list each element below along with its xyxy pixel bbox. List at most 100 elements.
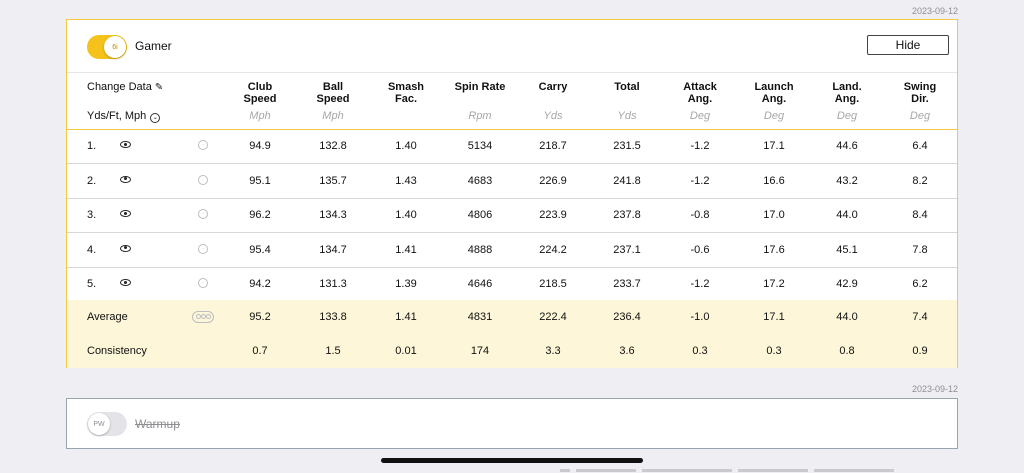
value-cell: 231.5 [613,140,641,152]
value-cell: 233.7 [613,278,641,290]
value-cell: 0.3 [692,345,708,357]
value-cell: 174 [470,345,490,357]
value-cell: 222.4 [539,311,567,323]
value-cell: 17.1 [763,140,785,152]
column-unit-0: Mph [249,110,271,122]
golf-ball-icon: ◦ [198,174,208,185]
column-unit-7: Deg [763,110,785,122]
value-cell: 4646 [467,278,493,290]
row-label: 4. [87,243,97,256]
value-cell: 8.4 [912,209,928,221]
value-cell: 94.2 [249,278,271,290]
home-indicator[interactable] [381,458,643,463]
column-header-4: Carry [516,81,590,93]
value-cell: 1.43 [395,174,417,187]
value-cell: 1.41 [395,243,417,256]
column-header-row: Change Data ✎ Yds/Ft, Mph ⌄ Club Speed Mph Ba… [67,72,957,130]
golf-ball-icon: ◦ [198,140,208,150]
value-cell: 134.7 [319,243,347,256]
eye-icon[interactable] [120,279,131,286]
value-cell: 0.01 [395,345,417,357]
value-cell: 16.6 [763,174,785,187]
column-label-line1: Land. [832,81,862,93]
value-cell: 7.4 [912,311,928,323]
row-label: 2. [87,174,97,187]
column-unit-1: Mph [322,110,344,122]
value-cell: 4683 [467,174,493,187]
hide-button[interactable]: Hide [867,35,949,55]
warmup-card: PW Warmup [66,398,958,449]
value-cell: 223.9 [539,209,567,221]
value-cell: 96.2 [249,209,271,221]
value-cell: 45.1 [836,243,858,256]
shot-row[interactable]: 4. ◦ 95.4 134.7 1.41 4888 224.2 237.1 -0.6 17.6 45… [67,233,957,268]
column-label-line1: Smash [387,81,425,93]
row-label: 5. [87,278,97,290]
eye-icon[interactable] [120,141,131,148]
value-cell: -1.2 [690,140,710,152]
warmup-toggle[interactable]: PW [87,412,127,436]
eye-icon[interactable] [120,175,131,183]
club-session-card: 6i Gamer Hide Change Data ✎ Yds/Ft, Mph ⌄ … [66,19,958,368]
column-header-6: Attack Ang. [663,81,737,105]
column-label-line2: Speed [243,93,277,105]
shot-row[interactable]: 1. ◦ 94.9 132.8 1.40 5134 218.7 231.5 -1.2 17.1 44… [67,129,957,164]
value-cell: 1.40 [395,209,417,221]
value-cell: 95.1 [249,174,271,187]
column-label-line2: Dir. [911,93,929,105]
column-unit-8: Deg [836,110,858,122]
column-header-1: Ball Speed [296,81,370,105]
value-cell: -1.2 [690,278,710,290]
average-row: Average 95.2 133.8 1.41 4831 222.4 236.4 -1.0 17… [67,300,957,335]
warmup-club-badge: PW [88,413,110,435]
column-header-7: Launch Ang. [737,81,811,105]
value-cell: 17.1 [763,311,785,323]
golf-balls-icon [192,311,214,323]
column-label-line1: Attack [683,81,717,93]
value-cell: 6.4 [912,140,928,152]
row-label: Average [87,311,128,323]
value-cell: 1.40 [395,140,417,152]
club-badge: 6i [104,36,126,58]
shot-row[interactable]: 2. ◦ 95.1 135.7 1.43 4683 226.9 241.8 -1.2 16.6 43… [67,164,957,199]
value-cell: 132.8 [319,140,347,152]
row-label: 3. [87,209,97,221]
eye-icon[interactable] [120,244,131,252]
column-unit-5: Yds [617,110,637,122]
value-cell: 4806 [467,209,493,221]
value-cell: -0.6 [690,243,710,256]
column-header-8: Land. Ang. [810,81,884,105]
value-cell: 237.8 [613,209,641,221]
value-cell: 3.3 [545,345,561,357]
value-cell: 4831 [467,311,493,323]
column-label-line1: Total [614,81,640,93]
session-date-top: 2023-09-12 [911,6,958,16]
value-cell: 3.6 [619,345,635,357]
shot-row[interactable]: 3. ◦ 96.2 134.3 1.40 4806 223.9 237.8 -0.8 17.0 44… [67,198,957,233]
value-cell: 1.5 [325,345,341,357]
value-cell: 241.8 [613,174,641,187]
column-label-line2: Ang. [761,93,787,105]
column-unit-6: Deg [689,110,711,122]
value-cell: 134.3 [319,209,347,221]
warmup-club-name: Warmup [135,417,180,431]
column-label-line2: Ang. [687,93,713,105]
units-selector[interactable]: Yds/Ft, Mph ⌄ [87,110,161,123]
column-label-line1: Carry [538,81,568,93]
value-cell: 1.39 [395,278,417,290]
club-toggle[interactable]: 6i [87,35,127,59]
value-cell: 131.3 [319,278,347,290]
value-cell: 7.8 [912,243,928,256]
row-label: 1. [87,140,97,152]
shot-row[interactable]: 5. ◦ 94.2 131.3 1.39 4646 218.5 233.7 -1.2 17.2 42… [67,267,957,302]
column-label-line2: Speed [316,93,350,105]
golf-ball-icon: ◦ [198,209,208,219]
value-cell: 95.4 [249,243,271,256]
value-cell: 44.0 [836,209,858,221]
column-label-line1: Spin Rate [454,81,506,93]
value-cell: 95.2 [249,311,271,323]
column-label-line1: Club [247,81,273,93]
eye-icon[interactable] [120,210,131,217]
change-data-link[interactable]: Change Data ✎ [87,81,163,93]
value-cell: 43.2 [836,174,858,187]
